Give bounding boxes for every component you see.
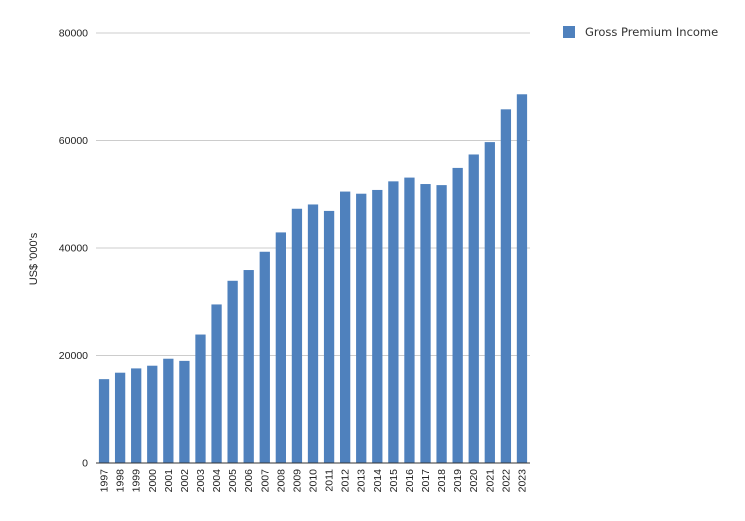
bar [147, 365, 158, 463]
x-tick-label: 2007 [259, 469, 271, 493]
x-tick-label: 2002 [179, 469, 191, 493]
x-tick-label: 2017 [420, 469, 432, 493]
bar [211, 304, 222, 463]
x-tick-label: 2016 [404, 469, 416, 493]
bar [243, 270, 254, 463]
bar [468, 154, 479, 463]
bar [275, 232, 286, 463]
bar [516, 94, 528, 464]
bar [227, 280, 238, 463]
y-axis-ticks: 0 20000 40000 60000 80000 [59, 28, 88, 470]
x-tick-label: 2008 [275, 469, 287, 493]
bar [356, 193, 367, 463]
x-tick-label: 2010 [308, 469, 320, 493]
bar [452, 167, 463, 463]
bar [179, 360, 190, 463]
y-tick-label: 60000 [59, 135, 88, 147]
bar [307, 204, 319, 463]
y-axis-label: US$ '000's [28, 232, 40, 285]
x-tick-label: 2000 [147, 469, 159, 493]
bar [98, 379, 110, 463]
x-tick-label: 2020 [468, 469, 480, 493]
bar [420, 184, 431, 463]
x-tick-label: 2019 [452, 469, 464, 493]
x-tick-label: 2001 [163, 469, 175, 493]
bar [195, 334, 206, 463]
x-tick-label: 2013 [356, 469, 368, 493]
bar [388, 181, 399, 463]
bar [163, 358, 174, 463]
x-tick-label: 2006 [243, 469, 255, 493]
x-tick-label: 2023 [516, 469, 528, 493]
x-tick-label: 1999 [131, 469, 143, 493]
bar [131, 368, 142, 463]
x-tick-label: 2003 [195, 469, 207, 493]
bar [484, 142, 495, 464]
y-tick-label: 40000 [59, 243, 88, 255]
bar [404, 177, 415, 463]
x-tick-label: 2009 [291, 469, 303, 493]
y-tick-label: 80000 [59, 28, 88, 40]
x-tick-label: 1998 [115, 469, 127, 493]
legend-swatch [563, 26, 575, 38]
bar [291, 208, 303, 463]
bar [259, 251, 270, 463]
x-tick-label: 2015 [388, 469, 400, 493]
legend: Gross Premium Income [563, 25, 718, 39]
bars [98, 94, 528, 464]
bar [500, 109, 512, 463]
x-tick-label: 2021 [484, 469, 496, 493]
bar [340, 191, 351, 463]
x-tick-label: 2018 [436, 469, 448, 493]
legend-label: Gross Premium Income [585, 25, 718, 39]
x-tick-label: 2005 [227, 469, 239, 493]
x-tick-label: 2012 [340, 469, 352, 493]
bar [323, 210, 335, 463]
x-tick-label: 2004 [211, 469, 223, 493]
x-tick-label: 2014 [372, 469, 384, 493]
x-tick-label: 1997 [99, 469, 111, 493]
bar [436, 185, 447, 464]
bar [114, 372, 126, 463]
y-tick-label: 20000 [59, 350, 88, 362]
x-tick-label: 2011 [324, 469, 336, 492]
bar [372, 189, 383, 463]
x-tick-label: 2022 [500, 469, 512, 493]
y-tick-label: 0 [82, 458, 88, 470]
x-axis-ticks: 1997 1998 1999 2000 2001 2002 2003 2004 2005 2006… [99, 469, 529, 493]
